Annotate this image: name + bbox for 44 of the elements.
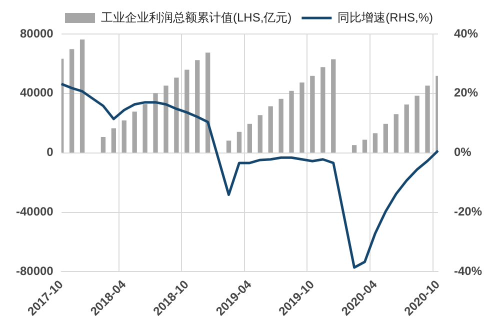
legend-label: 工业企业利润总额累计值(LHS,亿元)	[101, 10, 292, 24]
y-tick-label: -40000	[16, 204, 54, 219]
bar	[425, 86, 430, 153]
bar	[320, 67, 326, 153]
y-tick-label: 80000	[20, 26, 54, 40]
bar	[268, 106, 273, 153]
bar	[278, 98, 284, 153]
bar	[122, 120, 126, 153]
bar	[372, 133, 378, 153]
y-tick-label: -80000	[16, 264, 54, 278]
bar	[414, 96, 420, 153]
y2-tick-label: 40%	[454, 26, 478, 40]
bar	[142, 104, 148, 153]
bar	[394, 114, 398, 153]
bar	[80, 39, 85, 153]
y-tick-label: 0	[46, 145, 54, 160]
y2-tick-label: -20%	[454, 204, 482, 219]
bar	[352, 145, 357, 153]
legend-label: 同比增速(RHS,%)	[338, 10, 434, 24]
bar	[184, 70, 190, 153]
bar	[310, 76, 315, 153]
y2-tick-label: -40%	[454, 264, 482, 278]
bar	[289, 90, 294, 153]
bar	[195, 60, 200, 153]
bar	[111, 128, 116, 153]
bar	[132, 112, 137, 153]
bar	[362, 140, 368, 153]
bar	[174, 78, 179, 153]
bar	[164, 86, 168, 153]
bar	[69, 49, 74, 153]
bar	[236, 132, 242, 153]
bar	[331, 59, 336, 153]
bar	[383, 124, 388, 153]
y2-tick-label: 20%	[454, 86, 478, 100]
bar	[258, 115, 262, 153]
bar	[226, 140, 232, 153]
bar	[247, 124, 252, 153]
bar	[300, 82, 304, 153]
y-tick-label: 40000	[20, 86, 54, 100]
bar	[206, 52, 210, 153]
bar	[100, 137, 106, 153]
y2-tick-label: 0%	[454, 145, 472, 160]
bar	[404, 104, 409, 153]
bar	[153, 93, 158, 153]
